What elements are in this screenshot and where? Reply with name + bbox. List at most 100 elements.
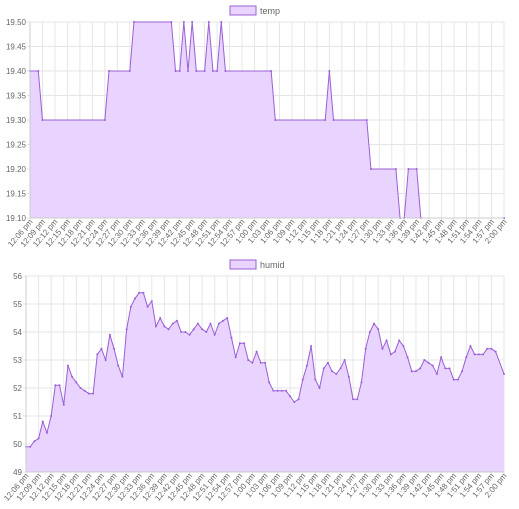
humid-point[interactable]	[113, 347, 116, 350]
humid-point[interactable]	[92, 392, 95, 395]
humid-point[interactable]	[201, 328, 204, 331]
humid-point[interactable]	[100, 347, 103, 350]
temp-point[interactable]	[211, 70, 214, 72]
humid-point[interactable]	[419, 367, 422, 370]
humid-point[interactable]	[318, 387, 321, 389]
temp-point[interactable]	[224, 70, 227, 72]
humid-point[interactable]	[121, 375, 124, 378]
temp-point[interactable]	[178, 70, 181, 72]
humid-point[interactable]	[423, 359, 426, 361]
humid-point[interactable]	[45, 431, 48, 434]
humid-point[interactable]	[167, 328, 170, 331]
humid-point[interactable]	[87, 392, 90, 395]
humid-point[interactable]	[456, 378, 459, 381]
humid-point[interactable]	[134, 297, 137, 300]
humid-point[interactable]	[238, 342, 241, 345]
temp-point[interactable]	[369, 168, 372, 170]
humid-point[interactable]	[343, 359, 346, 361]
temp-point[interactable]	[274, 119, 277, 121]
humid-point[interactable]	[314, 378, 317, 381]
humid-point[interactable]	[503, 373, 505, 375]
humid-point[interactable]	[142, 291, 145, 294]
temp-point[interactable]	[187, 70, 189, 72]
humid-point[interactable]	[352, 398, 355, 401]
humid-point[interactable]	[259, 361, 262, 364]
humid-point[interactable]	[373, 322, 376, 325]
humid-point[interactable]	[146, 305, 149, 308]
humid-point[interactable]	[188, 333, 191, 336]
humid-point[interactable]	[125, 328, 128, 331]
humid-point[interactable]	[62, 403, 65, 406]
humid-point[interactable]	[477, 353, 480, 356]
humid-point[interactable]	[381, 347, 384, 350]
humid-point[interactable]	[473, 353, 476, 356]
humid-point[interactable]	[398, 339, 401, 342]
temp-point[interactable]	[41, 119, 44, 121]
humid-point[interactable]	[243, 342, 246, 345]
humid-point[interactable]	[310, 345, 313, 347]
temp-point[interactable]	[170, 21, 173, 23]
humid-point[interactable]	[272, 389, 275, 392]
humid-point[interactable]	[347, 375, 350, 378]
humid-point[interactable]	[452, 378, 455, 381]
temp-point[interactable]	[203, 70, 206, 72]
humid-point[interactable]	[490, 347, 493, 350]
humid-point[interactable]	[230, 336, 233, 339]
humid-point[interactable]	[368, 331, 371, 333]
humid-point[interactable]	[331, 370, 334, 373]
humid-point[interactable]	[184, 331, 187, 333]
humid-point[interactable]	[326, 361, 329, 364]
temp-point[interactable]	[191, 21, 194, 23]
humid-point[interactable]	[486, 347, 489, 350]
humid-point[interactable]	[276, 389, 279, 392]
humid-point[interactable]	[79, 387, 82, 389]
humid-point[interactable]	[393, 350, 396, 353]
humid-point[interactable]	[461, 370, 464, 373]
humid-point[interactable]	[335, 373, 338, 375]
humid-point[interactable]	[402, 345, 405, 347]
humid-point[interactable]	[297, 398, 300, 401]
temp-point[interactable]	[270, 70, 273, 72]
temp-point[interactable]	[394, 168, 397, 170]
temp-point[interactable]	[332, 119, 335, 121]
humid-point[interactable]	[209, 322, 212, 325]
humid-point[interactable]	[54, 384, 57, 387]
humid-point[interactable]	[251, 361, 254, 364]
humid-point[interactable]	[150, 300, 153, 303]
temp-point[interactable]	[207, 21, 210, 23]
humid-point[interactable]	[117, 364, 120, 367]
temp-legend[interactable]: temp	[229, 5, 280, 16]
humid-point[interactable]	[289, 395, 292, 398]
humid-point[interactable]	[205, 331, 208, 333]
humid-point[interactable]	[75, 381, 78, 384]
humid-point[interactable]	[192, 328, 195, 331]
temp-point[interactable]	[328, 70, 331, 72]
humid-point[interactable]	[364, 347, 367, 350]
humid-point[interactable]	[163, 325, 166, 328]
temp-point[interactable]	[216, 70, 219, 72]
humid-point[interactable]	[66, 364, 69, 367]
humid-point[interactable]	[444, 367, 447, 370]
humid-legend[interactable]: humid	[229, 259, 285, 270]
humid-point[interactable]	[431, 364, 434, 367]
humid-point[interactable]	[154, 325, 157, 328]
humid-point[interactable]	[234, 356, 237, 359]
humid-point[interactable]	[196, 322, 199, 325]
temp-point[interactable]	[37, 70, 40, 72]
humid-point[interactable]	[104, 359, 107, 361]
humid-point[interactable]	[159, 317, 162, 319]
humid-point[interactable]	[33, 440, 36, 443]
humid-point[interactable]	[264, 361, 266, 364]
humid-point[interactable]	[410, 370, 413, 373]
humid-point[interactable]	[440, 356, 443, 359]
humid-point[interactable]	[494, 350, 497, 353]
temp-point[interactable]	[174, 70, 177, 72]
humid-point[interactable]	[247, 359, 250, 361]
humid-point[interactable]	[138, 291, 141, 294]
humid-point[interactable]	[96, 353, 99, 356]
temp-point[interactable]	[128, 70, 131, 72]
humid-point[interactable]	[305, 364, 308, 367]
humid-point[interactable]	[356, 398, 359, 401]
humid-point[interactable]	[427, 361, 430, 364]
temp-point[interactable]	[365, 119, 368, 121]
